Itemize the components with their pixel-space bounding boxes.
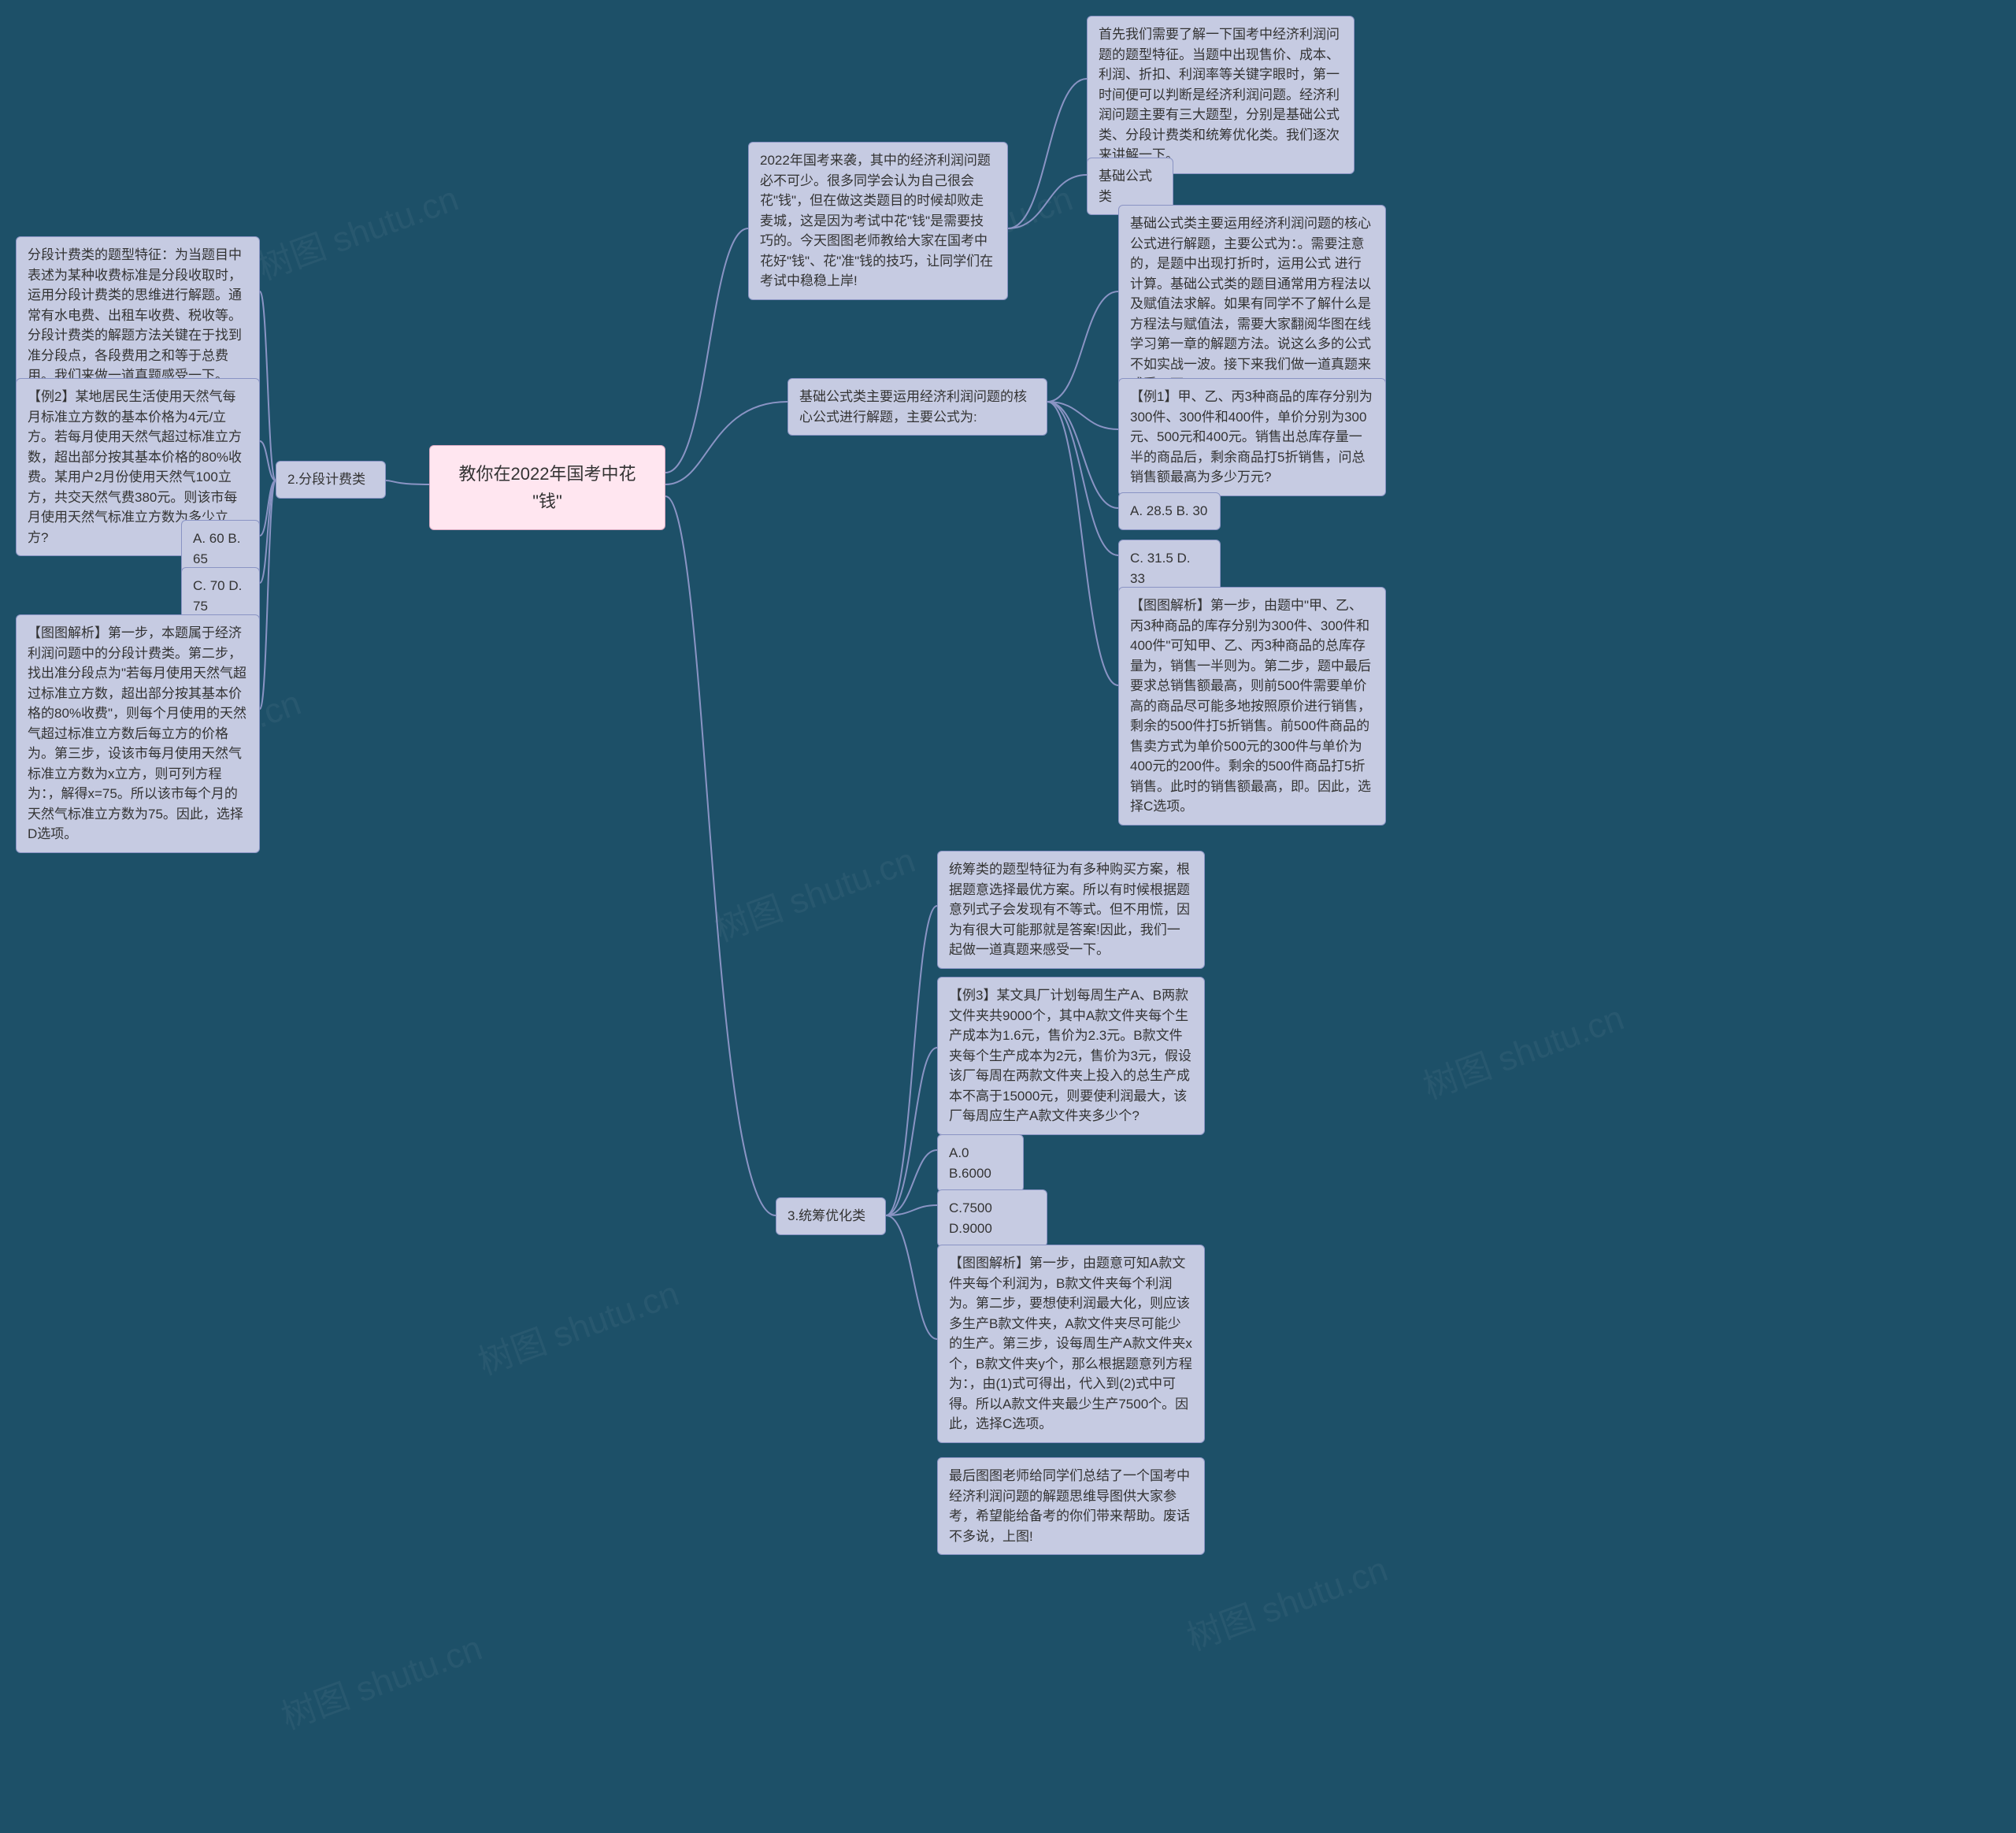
connector <box>1047 402 1118 685</box>
connector <box>260 481 276 536</box>
node-b3b[interactable]: 【例3】某文具厂计划每周生产A、B两款文件夹共9000个，其中A款文件夹每个生产… <box>937 977 1205 1135</box>
connector <box>886 1215 937 1339</box>
node-b3a[interactable]: 统筹类的题型特征为有多种购买方案，根据题意选择最优方案。所以有时候根据题意列式子… <box>937 851 1205 969</box>
connector <box>665 496 776 1215</box>
watermark: 树图 shutu.cn <box>1415 989 1629 1108</box>
branch-3-label[interactable]: 3.统筹优化类 <box>776 1197 886 1235</box>
node-b1s3[interactable]: A. 28.5 B. 30 <box>1118 492 1221 530</box>
connector <box>886 1150 937 1215</box>
watermark: 树图 shutu.cn <box>250 170 464 289</box>
node-b1a[interactable]: 首先我们需要了解一下国考中经济利润问题的题型特征。当题中出现售价、成本、利润、折… <box>1087 16 1354 174</box>
connector <box>1047 402 1118 508</box>
connector <box>260 441 276 481</box>
center-node[interactable]: 教你在2022年国考中花 "钱" <box>429 445 665 530</box>
connector <box>260 291 276 481</box>
watermark: 树图 shutu.cn <box>1179 1541 1393 1660</box>
watermark: 树图 shutu.cn <box>273 1620 487 1738</box>
node-b3e[interactable]: 【图图解析】第一步，由题意可知A款文件夹每个利润为，B款文件夹每个利润为。第二步… <box>937 1245 1205 1443</box>
connector <box>260 481 276 583</box>
watermark: 树图 shutu.cn <box>470 1265 684 1384</box>
node-b1s2[interactable]: 【例1】甲、乙、丙3种商品的库存分别为300件、300件和400件，单价分别为3… <box>1118 378 1386 496</box>
connector <box>386 481 429 484</box>
watermark: 树图 shutu.cn <box>706 832 921 951</box>
branch-2-label[interactable]: 2.分段计费类 <box>276 461 386 499</box>
connector <box>886 1205 937 1215</box>
connector <box>1047 402 1118 429</box>
connector <box>1008 175 1087 228</box>
node-b1sub[interactable]: 基础公式类主要运用经济利润问题的核心公式进行解题，主要公式为: <box>788 378 1047 436</box>
node-b3d[interactable]: C.7500 D.9000 <box>937 1189 1047 1247</box>
connector <box>1047 291 1118 402</box>
connector <box>665 228 748 473</box>
node-b2a[interactable]: 分段计费类的题型特征：为当题目中表述为某种收费标准是分段收取时，运用分段计费类的… <box>16 236 260 395</box>
node-b2e[interactable]: 【图图解析】第一步，本题属于经济利润问题中的分段计费类。第二步，找出准分段点为"… <box>16 614 260 853</box>
connector <box>1047 402 1118 555</box>
node-b3f[interactable]: 最后图图老师给同学们总结了一个国考中经济利润问题的解题思维导图供大家参考，希望能… <box>937 1457 1205 1555</box>
node-b3c[interactable]: A.0 B.6000 <box>937 1134 1024 1192</box>
connector <box>665 402 788 484</box>
connector <box>260 481 276 709</box>
connector <box>886 906 937 1215</box>
node-b1s5[interactable]: 【图图解析】第一步，由题中"甲、乙、丙3种商品的库存分别为300件、300件和4… <box>1118 587 1386 826</box>
node-b1intro[interactable]: 2022年国考来袭，其中的经济利润问题必不可少。很多同学会认为自己很会花"钱"，… <box>748 142 1008 300</box>
connector <box>1008 79 1087 228</box>
node-b1s1[interactable]: 基础公式类主要运用经济利润问题的核心公式进行解题，主要公式为：。需要注意的，是题… <box>1118 205 1386 403</box>
connector <box>886 1048 937 1215</box>
